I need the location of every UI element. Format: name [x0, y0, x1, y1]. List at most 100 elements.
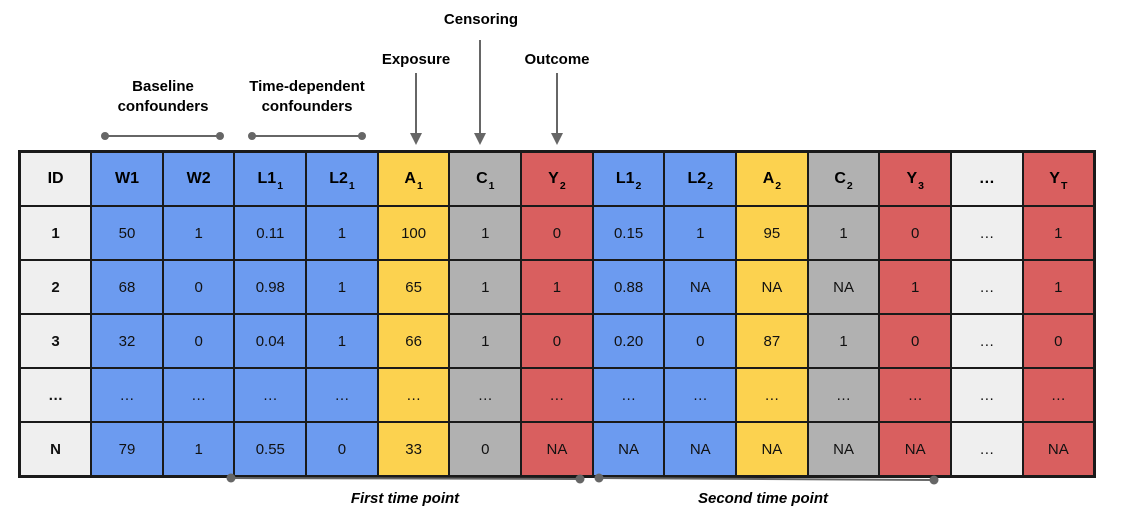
table-cell: 0 [520, 205, 594, 261]
column-header: … [950, 150, 1024, 207]
censoring-arrow [474, 40, 486, 145]
table-cell: NA [520, 421, 594, 478]
table-cell: 0 [878, 313, 953, 369]
exposure-label: Exposure [381, 51, 451, 68]
table-cell: 1 [806, 205, 881, 261]
first-time-point-label: First time point [350, 490, 460, 507]
table-cell: … [90, 367, 164, 423]
table-cell: 0.20 [591, 313, 666, 369]
column-header-subscript: 1 [348, 180, 355, 192]
table-cell: 0 [878, 205, 953, 261]
table-cell: 33 [376, 421, 451, 478]
column-header-subscript: 1 [277, 180, 284, 192]
table-cell: … [878, 367, 953, 423]
table-cell: 1 [448, 313, 523, 369]
table-cell: 65 [376, 259, 451, 315]
column-header: L12 [591, 150, 666, 207]
table-cell: 0.55 [233, 421, 308, 478]
row-id-cell: 3 [18, 313, 93, 369]
table-cell: 0 [663, 313, 738, 369]
table-cell: 1 [1021, 205, 1096, 261]
table-cell: 1 [161, 205, 236, 261]
column-header: L11 [233, 150, 308, 207]
table-cell: 0 [520, 313, 594, 369]
table-cell: 1 [878, 259, 953, 315]
column-header: W1 [90, 150, 164, 207]
column-header: C2 [806, 150, 881, 207]
column-header: L22 [663, 150, 738, 207]
column-header: ID [18, 150, 93, 207]
table-cell: 66 [376, 313, 451, 369]
column-header: A1 [376, 150, 451, 207]
table-row: 3 32 0 0.04 1 66 1 0 0.20 0 87 1 0… 0 [18, 313, 1096, 369]
column-header-subscript: 2 [559, 180, 566, 192]
column-header: L21 [305, 150, 379, 207]
outcome-arrow [551, 73, 563, 145]
time-dependent-confounders-bracket [248, 132, 366, 140]
table-row: 2 68 0 0.98 1 65 1 1 0.88 NA NA NA 1… 1 [18, 259, 1096, 315]
table-cell: NA [806, 421, 881, 478]
censoring-label: Censoring [443, 11, 519, 28]
table-cell: … [950, 313, 1024, 369]
table-cell: 95 [735, 205, 809, 261]
table-cell: … [950, 421, 1024, 478]
exposure-arrow [410, 73, 422, 145]
table-cell: … [950, 367, 1024, 423]
table-cell: 100 [376, 205, 451, 261]
row-id-cell: 2 [18, 259, 93, 315]
column-header-subscript: 1 [488, 180, 495, 192]
header-row: ID W1 W2 L11 L21 A1 C1 Y2 L12 L22 A2 C2 Y3… YT [18, 150, 1096, 207]
table-row: ……………………………………… [18, 367, 1096, 423]
table-cell: 1 [161, 421, 236, 478]
outcome-label: Outcome [524, 51, 590, 68]
table-cell: 68 [90, 259, 164, 315]
row-id-cell: 1 [18, 205, 93, 261]
table-cell: 50 [90, 205, 164, 261]
column-header-subscript: T [1060, 180, 1068, 192]
table-cell: … [520, 367, 594, 423]
column-header-subscript: 2 [707, 180, 713, 192]
row-id-cell: … [18, 367, 93, 423]
table-cell: NA [663, 421, 738, 478]
table-cell: 79 [90, 421, 164, 478]
table-cell: … [1021, 367, 1096, 423]
table-cell: … [663, 367, 738, 423]
table-cell: NA [663, 259, 738, 315]
table-cell: NA [806, 259, 881, 315]
column-header: A2 [735, 150, 809, 207]
column-header-subscript: 3 [918, 180, 924, 192]
column-header-subscript: 2 [635, 180, 642, 192]
table-cell: 1 [305, 205, 379, 261]
table-cell: … [950, 205, 1024, 261]
table-cell: 0 [161, 259, 236, 315]
column-header-subscript: 1 [416, 180, 423, 192]
table-cell: 1 [520, 259, 594, 315]
table-cell: 1 [663, 205, 738, 261]
table-cell: 32 [90, 313, 164, 369]
table-cell: … [591, 367, 666, 423]
column-header: Y2 [520, 150, 594, 207]
column-header: Y3 [878, 150, 953, 207]
table-cell: 1 [806, 313, 881, 369]
table-cell: … [950, 259, 1024, 315]
table-cell: NA [591, 421, 666, 478]
table-cell: 1 [305, 259, 379, 315]
table-cell: 0.15 [591, 205, 666, 261]
table-cell: … [161, 367, 236, 423]
table-cell: 0 [448, 421, 523, 478]
data-table: ID W1 W2 L11 L21 A1 C1 Y2 L12 L22 A2 C2 Y3… YT 1 50 1 0.… [18, 150, 1096, 478]
table-cell: 0 [305, 421, 379, 478]
table-cell: 0.11 [233, 205, 308, 261]
time-dependent-confounders-label: Time-dependent confounders [249, 78, 365, 115]
table-row: N 79 1 0.55 0 33 0 NA NA NA NA NA NA… NA [18, 421, 1096, 478]
table-cell: … [233, 367, 308, 423]
table-row: 1 50 1 0.11 1 100 1 0 0.15 1 95 1 0… 1 [18, 205, 1096, 261]
row-id-cell: N [18, 421, 93, 478]
table-body: 1 50 1 0.11 1 100 1 0 0.15 1 95 1 0… 1 2 68 0 0.98 1 65 1 1 0.… [18, 205, 1096, 478]
table-cell: 87 [735, 313, 809, 369]
table-cell: 0 [1021, 313, 1096, 369]
baseline-confounders-bracket [101, 132, 224, 140]
table-cell: 1 [448, 259, 523, 315]
baseline-confounders-label: Baseline confounders [117, 78, 209, 115]
column-header: C1 [448, 150, 523, 207]
